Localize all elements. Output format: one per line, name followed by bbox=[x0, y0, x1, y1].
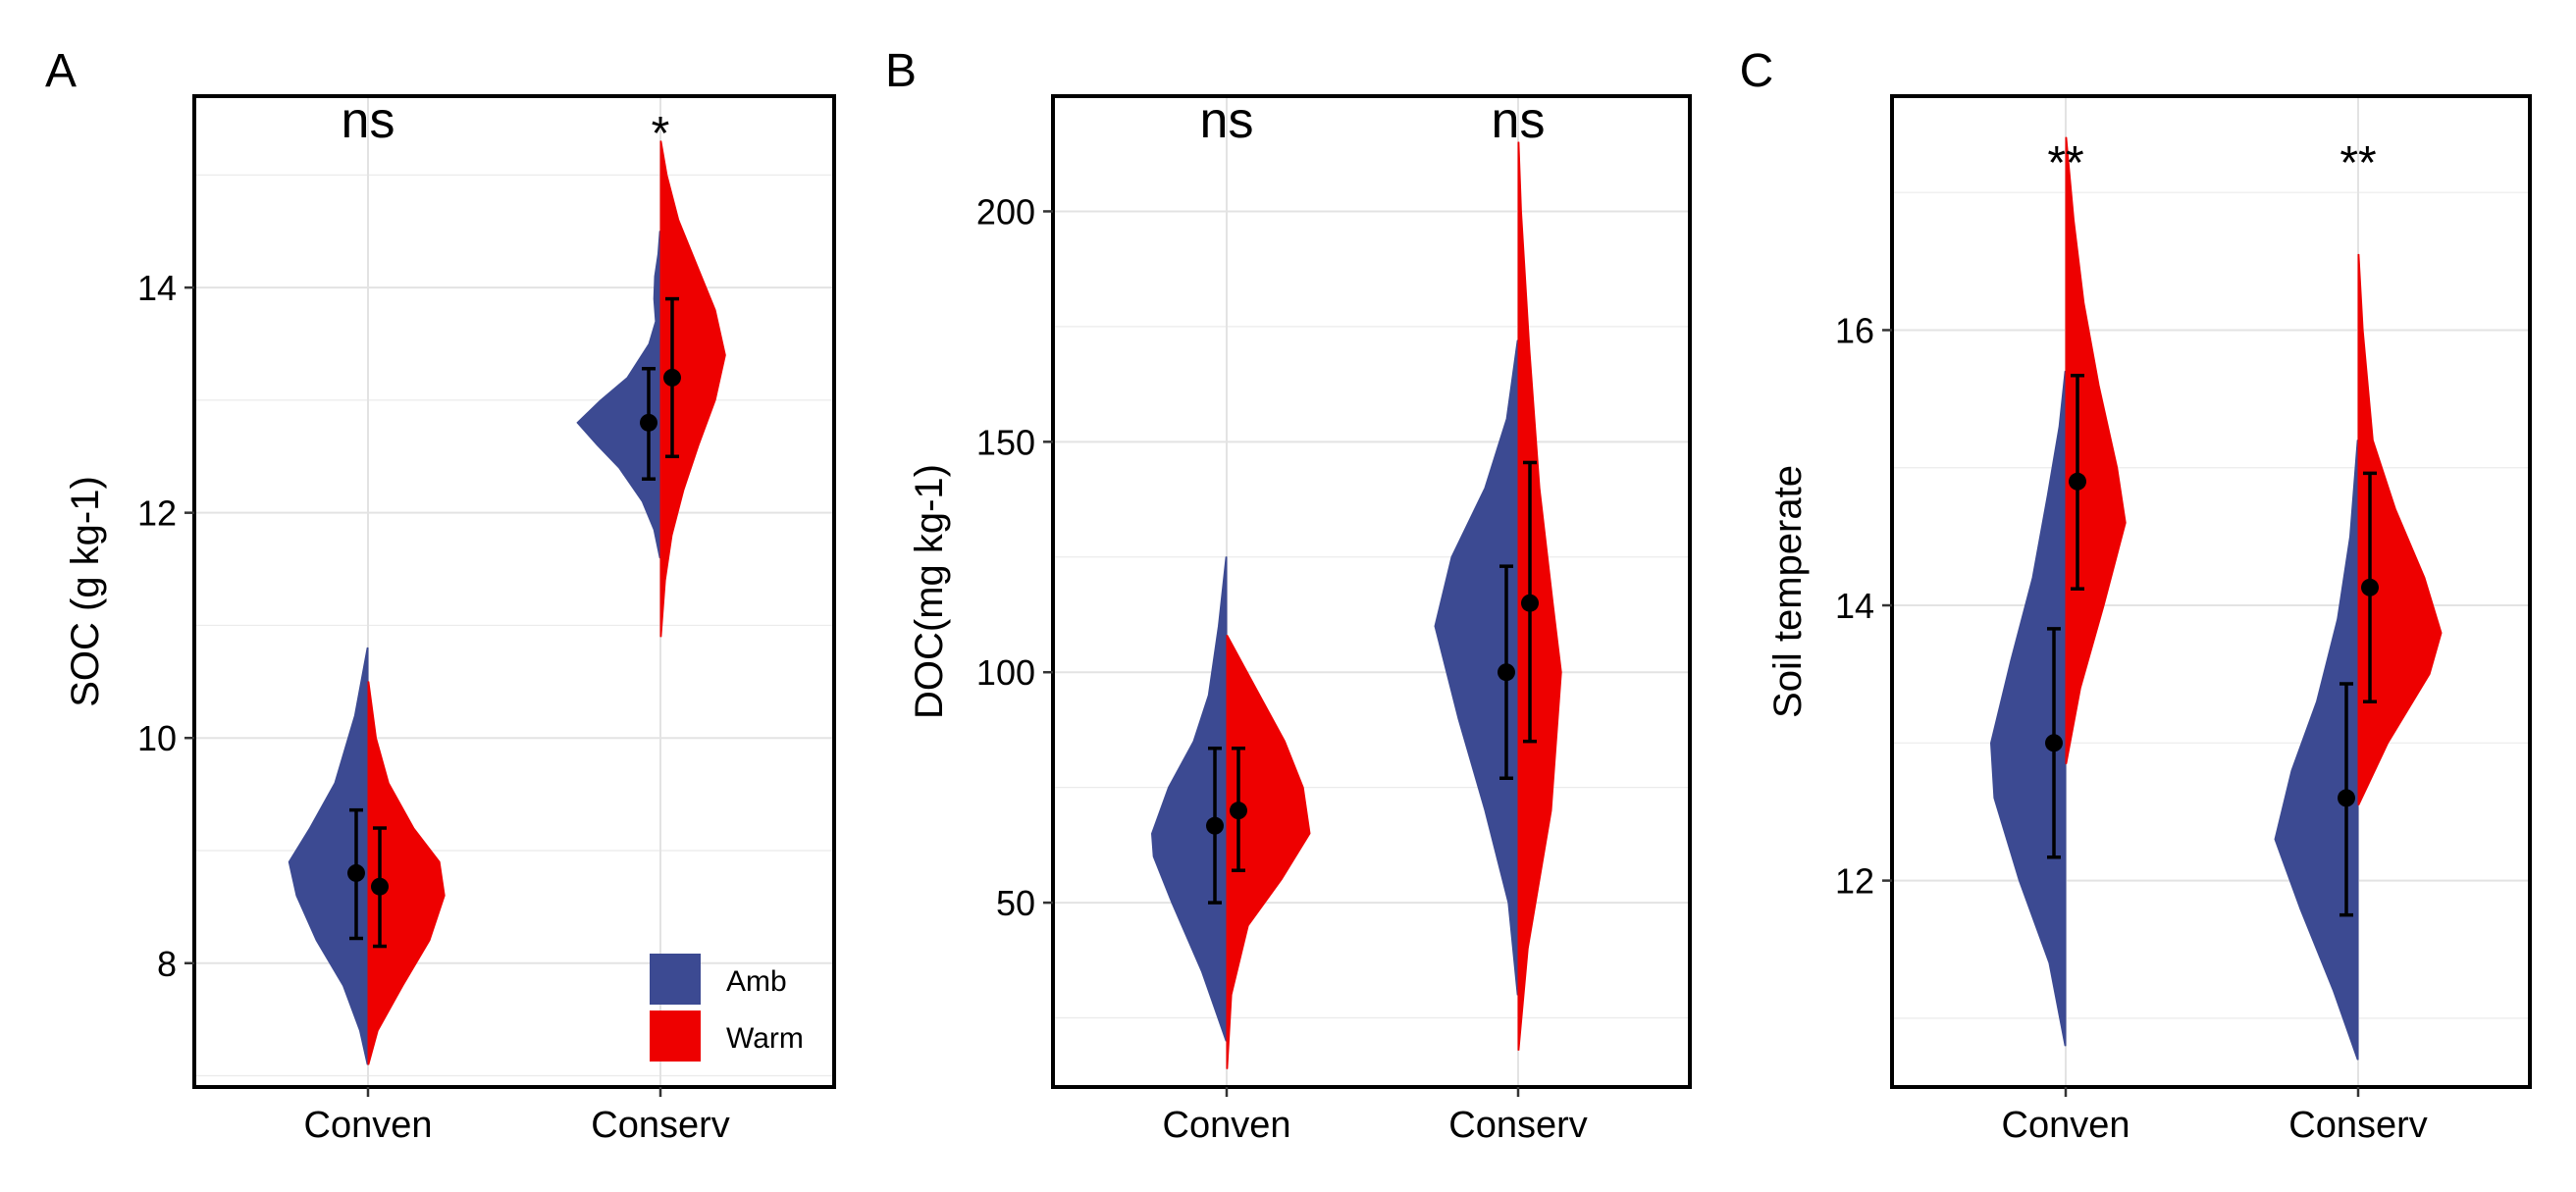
mean-point bbox=[1521, 594, 1539, 612]
y-tick-label: 10 bbox=[137, 718, 177, 758]
panel-B: ns ns 50 100 150 200 Conven Conserv DOC(mg kg-1)… bbox=[885, 45, 1692, 1146]
violin-warm-conserv bbox=[2357, 253, 2443, 805]
significance-label: * bbox=[652, 108, 670, 160]
mean-point bbox=[371, 877, 389, 896]
x-tick-label: Conserv bbox=[2288, 1105, 2428, 1146]
y-tick-label: 12 bbox=[137, 493, 177, 534]
y-tick-label: 12 bbox=[1835, 861, 1874, 902]
mean-point bbox=[1498, 663, 1515, 682]
x-tick-label: Conserv bbox=[591, 1105, 730, 1146]
y-tick-label: 50 bbox=[996, 883, 1035, 923]
mean-point bbox=[2045, 734, 2063, 752]
y-tick-label: 8 bbox=[157, 944, 177, 984]
significance-label: ** bbox=[2047, 137, 2083, 189]
y-tick-label: 200 bbox=[976, 191, 1035, 232]
y-tick-label: 100 bbox=[976, 652, 1035, 693]
plot-area bbox=[1053, 96, 1690, 1087]
plot-area bbox=[1892, 96, 2530, 1087]
x-tick-label: Conven bbox=[1163, 1105, 1291, 1146]
mean-point bbox=[1230, 802, 1247, 820]
mean-point bbox=[663, 368, 681, 387]
violin-warm-conserv bbox=[659, 140, 726, 638]
mean-point bbox=[2069, 472, 2086, 491]
x-tick-label: Conven bbox=[2002, 1105, 2130, 1146]
violin-warm-conserv bbox=[1517, 141, 1562, 1051]
mean-point bbox=[640, 413, 657, 432]
y-axis-title: SOC (g kg-1) bbox=[64, 476, 107, 707]
panel-label: B bbox=[885, 45, 917, 97]
significance-label: ** bbox=[2339, 137, 2376, 189]
violin-amb-conven bbox=[1151, 556, 1228, 1042]
panel-C: ** ** 12 14 16 Conven Conserv Soil temperate C bbox=[1740, 45, 2532, 1146]
panel-label: A bbox=[45, 45, 77, 97]
panel-A: ns * 8 10 12 14 Conven Conserv SOC (g kg-1) A Amb W… bbox=[45, 45, 836, 1146]
y-tick-label: 14 bbox=[1835, 586, 1874, 626]
legend-key-amb bbox=[650, 954, 701, 1005]
y-axis-title: DOC(mg kg-1) bbox=[908, 464, 951, 719]
mean-point bbox=[1206, 816, 1224, 835]
panel-border bbox=[1890, 94, 2532, 1089]
violin-warm-conven bbox=[1226, 635, 1311, 1069]
violin-warm-conven bbox=[2065, 136, 2127, 764]
violin-amb-conserv bbox=[1434, 339, 1519, 996]
legend-label: Warm bbox=[726, 1022, 804, 1055]
legend: Amb Warm bbox=[650, 954, 804, 1062]
mean-point bbox=[2338, 789, 2355, 807]
significance-label: ns bbox=[342, 92, 395, 149]
mean-point bbox=[2361, 578, 2379, 596]
significance-label: ns bbox=[1492, 92, 1546, 149]
violin-amb-conserv bbox=[576, 231, 661, 559]
legend-label: Amb bbox=[726, 965, 787, 998]
y-tick-label: 16 bbox=[1835, 310, 1874, 350]
plot-area bbox=[194, 96, 834, 1087]
y-tick-label: 150 bbox=[976, 422, 1035, 462]
y-tick-label: 14 bbox=[137, 268, 177, 308]
violin-amb-conserv bbox=[2274, 440, 2359, 1061]
mean-point bbox=[347, 863, 365, 882]
violin-amb-conven bbox=[288, 647, 369, 1065]
y-axis-title: Soil temperate bbox=[1766, 465, 1810, 718]
violin-amb-conven bbox=[1990, 371, 2067, 1047]
panel-label: C bbox=[1740, 45, 1774, 97]
significance-label: ns bbox=[1200, 92, 1254, 149]
legend-key-warm bbox=[650, 1011, 701, 1062]
panel-border bbox=[1051, 94, 1692, 1089]
violin-warm-conven bbox=[367, 681, 446, 1065]
x-tick-label: Conven bbox=[304, 1105, 433, 1146]
x-tick-label: Conserv bbox=[1448, 1105, 1588, 1146]
panel-border bbox=[192, 94, 836, 1089]
